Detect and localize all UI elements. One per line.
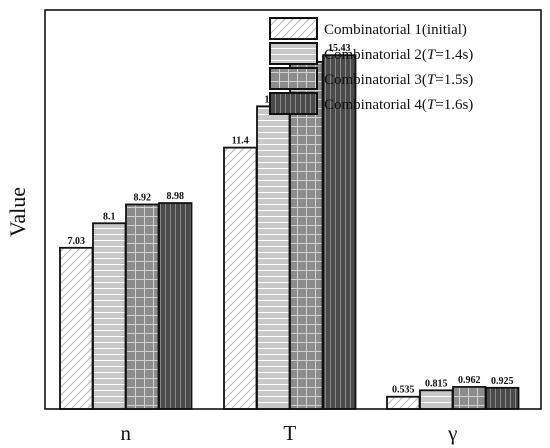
bar-value-label: 11.4 [232, 136, 249, 147]
bar-n-series-2 [92, 222, 127, 410]
legend-swatch-1 [269, 17, 318, 40]
bar-value-label: 8.98 [167, 191, 185, 202]
plot-frame [44, 9, 542, 410]
legend-label-4: Combinatorial 4(T=1.6s) [324, 97, 473, 113]
legend-label-1: Combinatorial 1(initial) [324, 22, 467, 38]
bar-T-series-2 [256, 105, 291, 410]
legend-swatch-4 [269, 92, 318, 115]
bar-value-label: 8.92 [134, 192, 152, 203]
x-tick-label-3: γ [447, 421, 457, 445]
bar-T-series-1 [223, 146, 258, 410]
bar-n-series-4 [158, 202, 193, 410]
bar-γ-series-1 [386, 395, 421, 410]
bar-value-label: 7.03 [68, 236, 86, 247]
legend-swatch-3 [269, 67, 318, 90]
bar-value-label: 0.962 [458, 375, 481, 386]
bar-n-series-1 [59, 246, 94, 410]
bar-value-label: 0.925 [491, 376, 514, 387]
plot-area: 7.0311.40.5358.113.20.8158.9215.140.9628… [44, 9, 542, 445]
bar-n-series-3 [125, 203, 160, 410]
bar-γ-series-4 [485, 386, 520, 410]
x-tick-label-2: T [283, 421, 296, 445]
legend: Combinatorial 1(initial) Combinatorial 2(… [269, 17, 473, 115]
bar-value-label: 0.815 [425, 378, 448, 389]
y-axis-label: Value [5, 187, 30, 237]
x-tick-label-1: n [121, 421, 132, 445]
bar-value-label: 0.535 [392, 385, 415, 396]
bar-γ-series-3 [452, 386, 487, 410]
bar-γ-series-2 [419, 389, 454, 410]
legend-label-3: Combinatorial 3(T=1.5s) [324, 72, 473, 88]
bar-value-label: 15.43 [328, 43, 351, 54]
legend-label-2: Combinatorial 2(T=1.4s) [324, 47, 473, 63]
legend-swatch-2 [269, 42, 318, 65]
bar-value-label: 8.1 [103, 211, 116, 222]
